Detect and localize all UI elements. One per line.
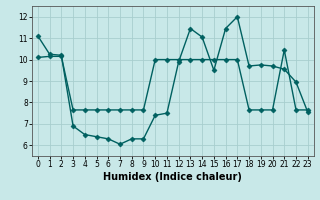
X-axis label: Humidex (Indice chaleur): Humidex (Indice chaleur): [103, 172, 242, 182]
